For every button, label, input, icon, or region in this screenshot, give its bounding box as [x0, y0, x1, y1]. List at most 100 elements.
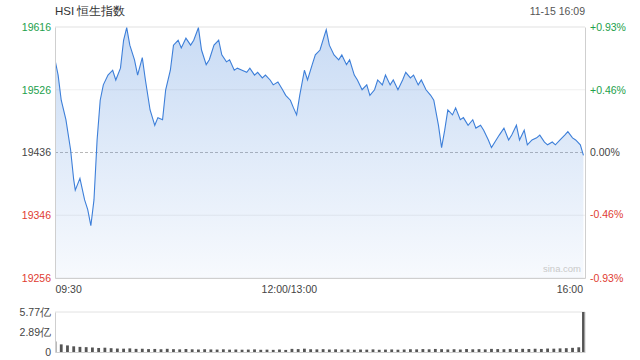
volume-bar: [303, 349, 306, 352]
volume-bar: [91, 347, 94, 352]
volume-bar: [291, 349, 294, 352]
volume-bar: [141, 349, 144, 352]
y-tick: 19346: [22, 209, 55, 221]
y-tick-label: 0: [45, 346, 51, 358]
volume-bar: [365, 350, 368, 352]
chart-0: 1925619346194361952619616-0.93%-0.46%0.0…: [22, 5, 626, 295]
frame-top: [55, 27, 585, 28]
y-tick: 19256: [22, 272, 55, 284]
grid-line: [55, 27, 585, 28]
volume-bar: [241, 350, 244, 352]
volume-bar: [459, 350, 462, 352]
volume-bar: [496, 349, 499, 352]
volume-bar: [384, 350, 387, 352]
volume-bar: [421, 349, 424, 352]
x-axis: 09:30 12:00/13:00 16:00: [56, 278, 586, 295]
y-tick: 5.77亿: [20, 306, 55, 318]
y-tick: 19436: [22, 146, 55, 158]
volume-bar: [203, 349, 206, 352]
volume-bar: [397, 350, 400, 352]
volume-bar: [247, 350, 250, 352]
volume-bar: [434, 349, 437, 352]
volume-bar: [79, 347, 82, 352]
y2-tick: -0.93%: [585, 272, 623, 284]
y-axis-line: [55, 28, 56, 279]
volume-bar: [309, 349, 312, 352]
volume-bar: [515, 349, 518, 352]
volume-bar: [372, 349, 375, 352]
volume-bar: [540, 349, 543, 352]
volume-bar: [334, 349, 337, 352]
volume-bar: [60, 344, 63, 352]
volume-bar: [128, 348, 131, 352]
volume-bar: [565, 348, 568, 352]
x-tick: 16:00: [557, 278, 583, 295]
volume-bar: [446, 349, 449, 352]
y2-axis-line: [585, 28, 586, 279]
y2-tick-label: +0.46%: [590, 84, 626, 96]
volume-bar: [428, 349, 431, 352]
y-tick-label: 2.89亿: [20, 326, 51, 338]
y-tick: 0: [45, 346, 55, 358]
volume-bar: [222, 349, 225, 352]
x-tick: 12:00/13:00: [262, 278, 318, 295]
volume-bar: [484, 349, 487, 352]
volume-bar: [490, 349, 493, 352]
volume-bar: [85, 347, 88, 352]
volume-bar: [409, 349, 412, 352]
y-axis: 0 2.89亿 5.77亿: [20, 306, 56, 358]
volume-bar: [577, 347, 580, 352]
volume-bar: [160, 349, 163, 352]
volume-bar: [272, 350, 275, 352]
y2-axis: -0.93% -0.46% 0.00% +0.46% +0.93%: [585, 21, 626, 284]
y-tick: 19526: [22, 84, 55, 96]
volume-bar: [266, 350, 269, 352]
volume-bar: [403, 350, 406, 352]
watermark: sina.com: [543, 263, 581, 274]
y-tick-label: 19256: [22, 272, 51, 284]
volume-bar: [453, 349, 456, 352]
volume-bar: [521, 349, 524, 352]
volume-bar: [209, 349, 212, 352]
volume-bar: [234, 350, 237, 352]
grid: [55, 27, 585, 278]
area-fill: [55, 28, 583, 278]
volume-bar: [353, 350, 356, 352]
volume-bar: [509, 349, 512, 352]
frame-top: [55, 312, 585, 313]
volume-bar: [178, 349, 181, 352]
volume-bar: [191, 349, 194, 352]
volume-bar: [216, 350, 219, 352]
y2-tick-label: -0.46%: [590, 208, 623, 220]
y2-tick-label: 0.00%: [590, 146, 620, 158]
volume-bar: [328, 350, 331, 352]
volume-bar: [135, 349, 138, 352]
volume-bar: [378, 350, 381, 352]
volume-bar: [66, 345, 69, 352]
volume-bar: [347, 349, 350, 352]
volume-bar: [571, 348, 574, 352]
y2-tick: 0.00%: [585, 146, 620, 158]
x-axis-line: [56, 352, 586, 353]
volume-bar: [559, 348, 562, 352]
volume-bar: [97, 348, 100, 352]
volume-bar: [122, 349, 125, 352]
volume-bar: [582, 312, 585, 352]
volume-bar: [552, 349, 555, 352]
volume-bar: [172, 349, 175, 352]
volume-bar: [103, 348, 106, 352]
volume-bar: [322, 349, 325, 352]
x-tick-label: 16:00: [557, 283, 583, 295]
y-tick-label: 19526: [22, 84, 51, 96]
y-tick-label: 19346: [22, 209, 51, 221]
volume-bar: [415, 349, 418, 352]
volume-bar: [297, 349, 300, 352]
chart-root: 1925619346194361952619616-0.93%-0.46%0.0…: [0, 0, 640, 360]
volume-bar: [147, 349, 150, 352]
x-axis-line: [56, 278, 586, 279]
subtitle: 11-15 16:09: [530, 5, 585, 17]
volume-bar: [116, 349, 119, 352]
y-axis: 1925619346194361952619616: [22, 21, 56, 284]
x-tick: 09:30: [56, 278, 82, 295]
y2-tick: +0.93%: [585, 21, 626, 33]
